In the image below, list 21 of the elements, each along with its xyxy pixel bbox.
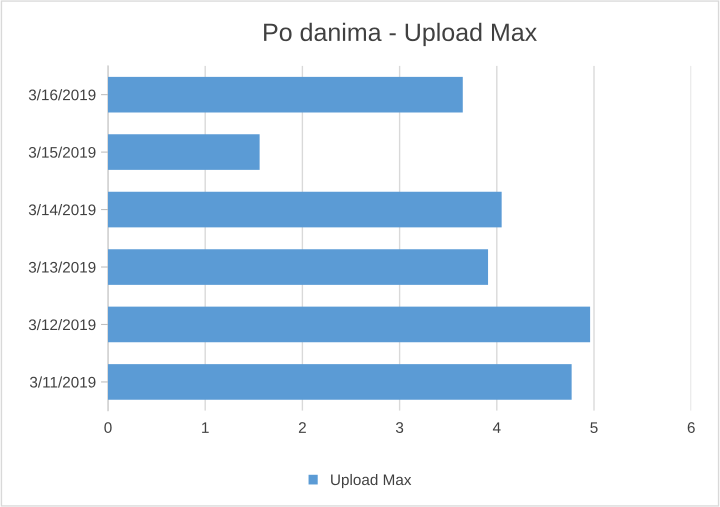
y-tick-label: 3/16/2019 bbox=[28, 89, 96, 100]
bar bbox=[108, 306, 590, 342]
legend-label: Upload Max bbox=[331, 474, 412, 488]
y-tick-label: 3/13/2019 bbox=[28, 261, 96, 273]
bar bbox=[108, 76, 463, 112]
x-tick-label: 0 bbox=[104, 422, 112, 434]
bar bbox=[108, 364, 572, 400]
bar bbox=[108, 249, 488, 285]
x-tick-label: 4 bbox=[492, 422, 501, 433]
y-tick-label: 3/12/2019 bbox=[28, 318, 96, 330]
x-tick-label: 5 bbox=[590, 422, 598, 434]
x-tick-label: 6 bbox=[688, 422, 695, 434]
chart-title: Po danima - Upload Max bbox=[264, 22, 537, 46]
y-tick-label: 3/15/2019 bbox=[28, 146, 96, 158]
y-tick-label: 3/14/2019 bbox=[28, 204, 96, 216]
x-tick-label: 1 bbox=[202, 422, 209, 433]
bar bbox=[108, 134, 260, 170]
bar bbox=[108, 192, 502, 228]
x-tick-label: 2 bbox=[298, 422, 306, 433]
y-tick-label: 3/11/2019 bbox=[30, 376, 96, 388]
x-tick-label: 3 bbox=[396, 422, 404, 434]
